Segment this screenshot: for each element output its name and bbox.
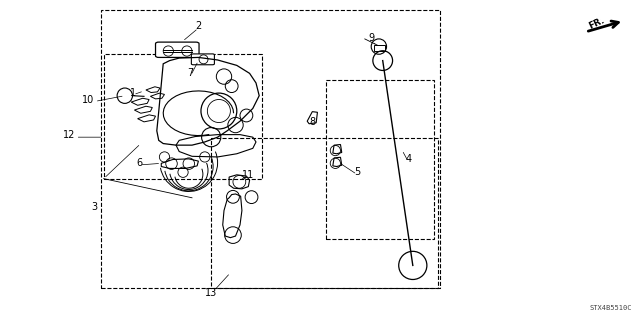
- FancyBboxPatch shape: [156, 42, 199, 57]
- Text: 8: 8: [309, 117, 316, 127]
- Text: 10: 10: [82, 95, 95, 106]
- Text: 13: 13: [205, 288, 218, 298]
- Text: 12: 12: [63, 130, 76, 140]
- Text: 6: 6: [136, 158, 143, 168]
- Ellipse shape: [399, 251, 427, 279]
- Text: 5: 5: [354, 167, 360, 177]
- Bar: [211, 138, 438, 288]
- Bar: [374, 45, 385, 51]
- Text: 4: 4: [405, 154, 412, 165]
- Text: 1: 1: [130, 87, 136, 98]
- FancyBboxPatch shape: [191, 54, 214, 65]
- Bar: [326, 80, 434, 239]
- Text: 2: 2: [195, 20, 202, 31]
- Bar: [104, 54, 262, 179]
- Text: 7: 7: [188, 68, 194, 78]
- Text: 11: 11: [242, 170, 255, 181]
- Text: FR.: FR.: [588, 16, 606, 31]
- Text: STX4B5510C: STX4B5510C: [590, 305, 632, 311]
- Text: 9: 9: [368, 33, 374, 43]
- Text: 3: 3: [92, 202, 98, 212]
- Ellipse shape: [373, 51, 392, 70]
- Bar: [101, 10, 440, 288]
